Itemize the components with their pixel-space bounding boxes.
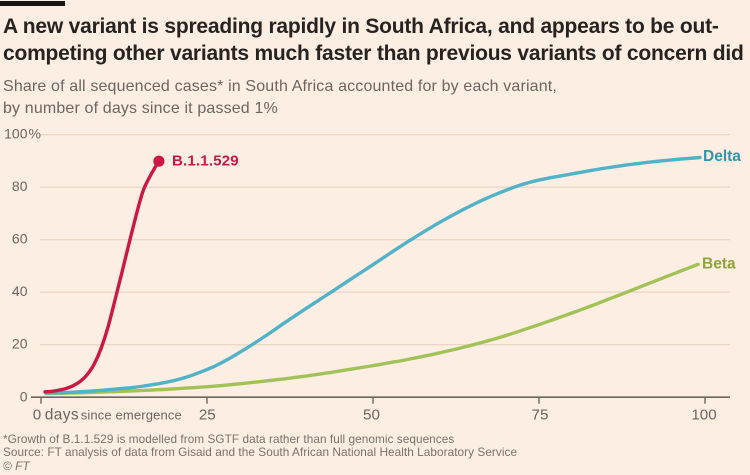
svg-text:B.1.1.529: B.1.1.529 [172, 153, 239, 170]
svg-text:100: 100 [691, 407, 716, 424]
svg-text:%: % [29, 126, 41, 142]
svg-text:0: 0 [20, 389, 28, 405]
svg-text:100: 100 [4, 126, 28, 142]
svg-text:0: 0 [33, 407, 41, 424]
svg-text:Beta: Beta [702, 256, 736, 273]
svg-text:20: 20 [12, 336, 28, 352]
svg-text:60: 60 [12, 231, 28, 247]
svg-text:40: 40 [12, 283, 28, 299]
svg-text:50: 50 [363, 407, 380, 424]
svg-text:Delta: Delta [703, 148, 741, 165]
svg-text:25: 25 [199, 407, 216, 424]
svg-text:days: days [45, 407, 79, 424]
svg-text:since emergence: since emergence [81, 408, 182, 423]
svg-text:80: 80 [12, 178, 28, 194]
svg-text:75: 75 [532, 407, 549, 424]
